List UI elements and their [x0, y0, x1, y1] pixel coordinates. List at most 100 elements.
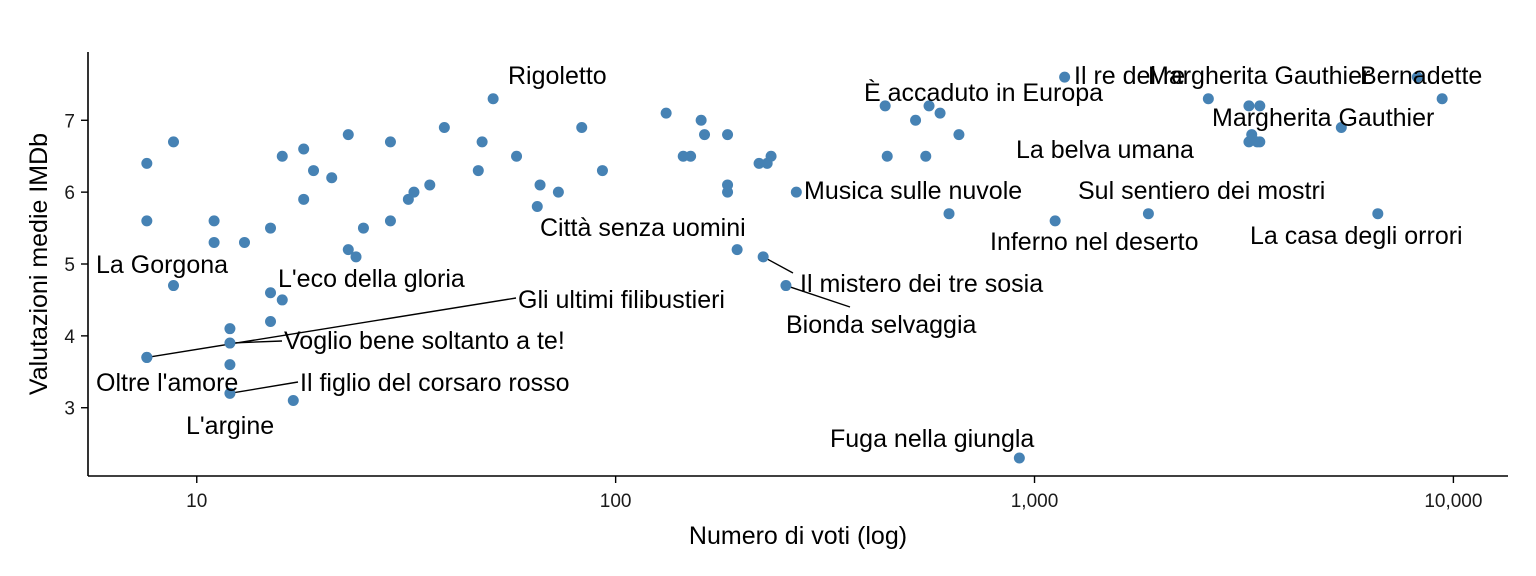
data-point	[342, 244, 354, 256]
point-label: Il mistero dei tre sosia	[800, 270, 1043, 298]
point-label: Fuga nella giungla	[830, 425, 1034, 453]
data-point	[287, 395, 299, 407]
data-point	[265, 287, 277, 299]
data-point	[881, 150, 893, 162]
data-point	[1254, 100, 1266, 112]
data-point	[298, 193, 310, 205]
data-point	[1013, 452, 1025, 464]
point-label: La casa degli orrori	[1250, 222, 1463, 250]
y-axis-ticks: 3 4 5 6 7	[64, 111, 88, 420]
data-point	[224, 337, 236, 349]
data-point	[326, 172, 338, 184]
data-point	[342, 129, 354, 141]
x-axis-ticks: 10 100 1,000 10,000	[186, 476, 1482, 512]
data-point	[224, 359, 236, 371]
point-label: Il re del re	[1074, 62, 1185, 90]
y-tick-label: 4	[64, 327, 75, 348]
data-point	[685, 150, 697, 162]
point-label: Musica sulle nuvole	[804, 177, 1022, 205]
data-point	[224, 323, 236, 335]
data-points	[141, 71, 1448, 464]
data-point	[879, 100, 891, 112]
data-point	[308, 165, 320, 177]
data-point	[141, 157, 153, 169]
point-label: Margherita Gauthier	[1212, 104, 1434, 132]
data-point	[534, 179, 546, 191]
data-point	[168, 280, 180, 292]
leader-line	[229, 381, 299, 395]
leader-line	[762, 256, 794, 274]
x-tick-label: 1,000	[1011, 491, 1059, 512]
data-point	[1436, 93, 1448, 105]
data-point	[487, 93, 499, 105]
leader-line	[229, 340, 283, 344]
data-point	[765, 150, 777, 162]
data-point	[472, 165, 484, 177]
data-point	[1243, 100, 1255, 112]
data-point	[265, 315, 277, 327]
data-point	[438, 121, 450, 133]
point-label: Bionda selvaggia	[786, 311, 977, 339]
data-point	[265, 222, 277, 234]
data-point	[141, 351, 153, 363]
y-tick-label: 3	[64, 399, 75, 420]
leader-line	[785, 284, 851, 308]
data-point	[576, 121, 588, 133]
point-label: Inferno nel deserto	[990, 228, 1198, 256]
data-point	[722, 186, 734, 198]
point-label: È accaduto in Europa	[864, 78, 1103, 107]
data-point	[699, 129, 711, 141]
data-point	[384, 215, 396, 227]
data-point	[923, 100, 935, 112]
data-point	[1411, 71, 1423, 83]
data-point	[208, 215, 220, 227]
data-point	[168, 136, 180, 148]
data-point	[1251, 136, 1263, 148]
data-point	[408, 186, 420, 198]
point-label: Città senza uomini	[540, 214, 746, 242]
data-point	[350, 251, 362, 263]
point-label: L'argine	[186, 412, 274, 440]
data-point	[757, 251, 769, 263]
data-point	[224, 387, 236, 399]
point-label: Margherita Gauthier	[1148, 62, 1370, 90]
data-point	[1202, 93, 1214, 105]
data-point	[753, 157, 765, 169]
data-point	[357, 222, 369, 234]
data-point	[238, 236, 250, 248]
data-point	[660, 107, 672, 119]
x-tick-label: 100	[600, 491, 632, 512]
data-point	[596, 165, 608, 177]
point-label: Gli ultimi filibustieri	[518, 286, 725, 314]
data-point	[1049, 215, 1061, 227]
data-point	[424, 179, 436, 191]
data-point	[531, 201, 543, 213]
point-label: La belva umana	[1016, 136, 1194, 164]
y-tick-label: 7	[64, 111, 75, 132]
x-tick-label: 10,000	[1424, 491, 1482, 512]
data-point	[511, 150, 523, 162]
data-point	[141, 215, 153, 227]
data-point	[1372, 208, 1384, 220]
y-tick-label: 5	[64, 255, 75, 276]
data-point	[552, 186, 564, 198]
label-leader-lines	[146, 256, 851, 395]
data-point	[920, 150, 932, 162]
data-point	[1142, 208, 1154, 220]
point-label: L'eco della gloria	[278, 265, 465, 293]
data-point	[790, 186, 802, 198]
data-point	[208, 236, 220, 248]
data-point	[780, 280, 792, 292]
x-tick-label: 10	[186, 491, 207, 512]
data-point	[298, 143, 310, 155]
leader-line	[146, 297, 517, 359]
y-tick-label: 6	[64, 183, 75, 204]
data-point	[476, 136, 488, 148]
data-point	[695, 114, 707, 126]
point-label: La Gorgona	[96, 251, 228, 279]
point-label: Voglio bene soltanto a te!	[284, 327, 565, 355]
data-point	[934, 107, 946, 119]
data-point	[731, 244, 743, 256]
